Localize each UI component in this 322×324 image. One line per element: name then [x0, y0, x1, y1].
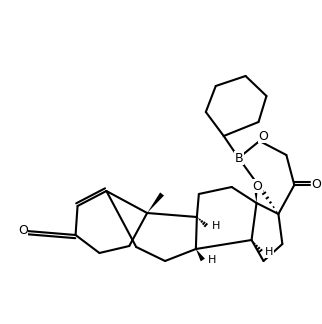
Polygon shape	[196, 249, 205, 261]
Text: H: H	[265, 247, 274, 257]
Polygon shape	[253, 184, 258, 203]
Text: O: O	[259, 130, 269, 143]
Polygon shape	[147, 192, 164, 213]
Text: H: H	[212, 221, 220, 231]
Text: O: O	[18, 225, 28, 237]
Text: H: H	[208, 255, 216, 265]
Text: O: O	[311, 179, 321, 191]
Text: O: O	[252, 179, 262, 192]
Text: B: B	[234, 152, 243, 165]
